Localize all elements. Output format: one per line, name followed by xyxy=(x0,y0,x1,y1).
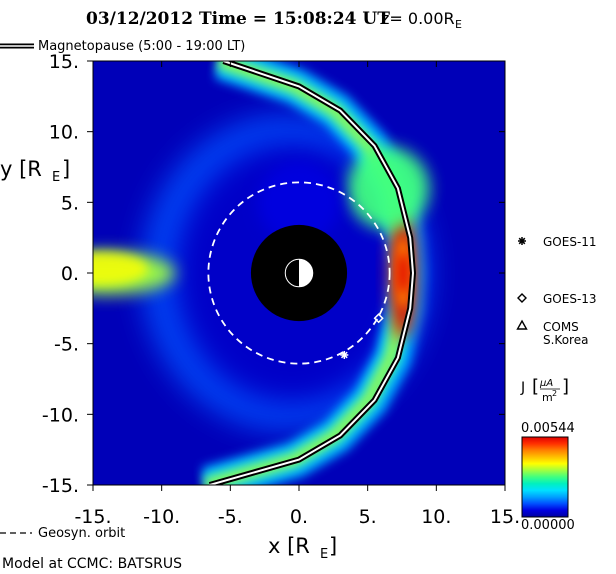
svg-text:x [R: x [R xyxy=(268,534,310,558)
magnetopause-line xyxy=(209,61,415,485)
plot-area xyxy=(93,61,505,485)
current-region-3 xyxy=(257,161,341,244)
tail-current-core xyxy=(93,252,148,286)
y-tick-label: 0. xyxy=(61,263,79,285)
magnetopause-legend-label: Magnetopause (5:00 - 19:00 LT) xyxy=(38,39,245,54)
goes-13-marker xyxy=(373,313,384,324)
satellite-legend-label: COMS xyxy=(543,320,579,334)
svg-text:E: E xyxy=(320,547,328,562)
goes-11-legend-icon xyxy=(518,237,526,245)
asterisk-stroke xyxy=(518,237,526,245)
y-axis: 15. 10. 5. 0. -5. -10. -15. xyxy=(42,51,505,497)
goes-13-legend-icon xyxy=(517,293,527,303)
svg-text:y [R: y [R xyxy=(0,157,42,181)
coms-legend-icon xyxy=(516,319,528,330)
y-tick-label: -10. xyxy=(42,404,79,426)
satellite-legend-label: GOES-13 xyxy=(543,292,597,306)
colorbar-label: J xyxy=(520,380,525,396)
colorbar-unit-exponent: 2 xyxy=(552,389,557,398)
goes-11-marker-stroke xyxy=(340,351,348,359)
x-axis: -15. -10. -5. 0. 5. 10. 15. xyxy=(74,61,520,528)
svg-text:]: ] xyxy=(562,376,569,397)
model-label: Model at CCMC: BATSRUS xyxy=(2,556,182,572)
satellite-legend-label-2: S.Korea xyxy=(543,333,588,347)
x-tick-label: 0. xyxy=(290,506,308,528)
x-tick-label: -15. xyxy=(74,506,111,528)
geosync-orbit xyxy=(207,181,391,365)
svg-text:E: E xyxy=(52,170,60,185)
goes-11-marker xyxy=(340,350,349,359)
svg-text:]: ] xyxy=(329,534,337,558)
y-tick-label: -15. xyxy=(42,475,79,497)
x-tick-label: -5. xyxy=(218,506,243,528)
colorbar: J [ μA m 2 ] 0.00544 0.00000 xyxy=(520,376,575,533)
z-level-subscript: E xyxy=(455,18,462,31)
colorbar-unit-numerator: μA xyxy=(539,378,553,389)
x-tick-label: 5. xyxy=(359,506,377,528)
magnetopause-curve xyxy=(208,61,417,485)
colorbar-max-label: 0.00544 xyxy=(521,421,575,436)
y-axis-title: y [R E ] xyxy=(0,157,70,185)
svg-text:]: ] xyxy=(62,157,70,181)
svg-text:[: [ xyxy=(532,376,539,397)
colorbar-unit-denominator: m xyxy=(542,391,553,404)
x-tick-label: 15. xyxy=(490,506,520,528)
y-tick-label: -5. xyxy=(54,334,79,356)
x-tick-label: -10. xyxy=(143,506,180,528)
magnetopause-current-peak xyxy=(398,252,408,294)
z-level-label: z= 0.00R xyxy=(381,9,455,28)
current-region-1 xyxy=(347,147,430,230)
y-tick-label: 10. xyxy=(49,122,79,144)
colorbar-min-label: 0.00000 xyxy=(521,518,575,533)
earth-day-side xyxy=(299,259,313,287)
y-tick-label: 5. xyxy=(61,192,79,214)
x-axis-title: x [R E ] xyxy=(268,534,337,562)
colorbar-gradient xyxy=(521,436,569,518)
chart-title: 03/12/2012 Time = 15:08:24 UT xyxy=(86,9,390,29)
x-tick-label: 10. xyxy=(421,506,451,528)
y-tick-label: 15. xyxy=(49,51,79,73)
geosync-legend-label: Geosyn. orbit xyxy=(38,526,125,541)
satellite-legend-label: GOES-11 xyxy=(543,235,597,249)
